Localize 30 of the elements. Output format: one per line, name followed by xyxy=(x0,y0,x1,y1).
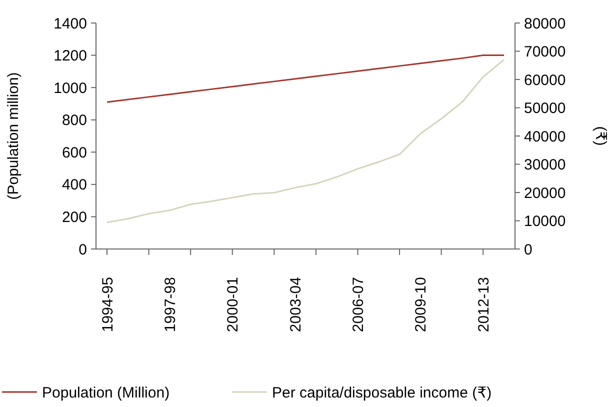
y-tick-label: 400 xyxy=(62,176,87,194)
line-series xyxy=(106,58,505,224)
x-tick-label: 2006-07 xyxy=(350,277,367,332)
y2-tick-label: 40000 xyxy=(524,128,566,146)
x-tick-label: 2009-10 xyxy=(412,277,430,332)
legend-label: Per capita/disposable income (₹) xyxy=(272,384,492,402)
y-tick-label: 200 xyxy=(62,208,87,226)
y2-tick-label: 10000 xyxy=(524,213,566,230)
legend-label: Population (Million) xyxy=(42,384,170,402)
line-series xyxy=(106,54,505,103)
y-tick-label: 1400 xyxy=(54,15,87,32)
x-tick-label: 2003-04 xyxy=(287,277,304,332)
y2-tick-label: 0 xyxy=(524,241,532,258)
y2-tick-label: 20000 xyxy=(524,184,566,202)
y2-tick-label: 70000 xyxy=(524,44,566,60)
x-tick-label: 2000-01 xyxy=(224,277,242,332)
y-tick-label: 0 xyxy=(78,241,87,258)
y2-tick-label: 80000 xyxy=(524,15,566,32)
y2-tick-label: 50000 xyxy=(524,100,566,117)
x-tick-label: 2012-13 xyxy=(475,277,492,332)
x-tick-label: 1994-95 xyxy=(99,277,116,332)
y2-tick-label: 60000 xyxy=(524,72,566,89)
y-tick-label: 1200 xyxy=(54,48,87,65)
y-tick-label: 800 xyxy=(62,112,87,130)
y-tick-label: 1000 xyxy=(54,80,87,97)
y-axis-title: (Population million) xyxy=(5,72,22,200)
y-tick-label: 600 xyxy=(62,144,87,162)
x-tick-label: 1997-98 xyxy=(162,277,179,332)
y2-axis-title: (₹) xyxy=(592,126,609,146)
y2-tick-label: 30000 xyxy=(524,156,566,174)
